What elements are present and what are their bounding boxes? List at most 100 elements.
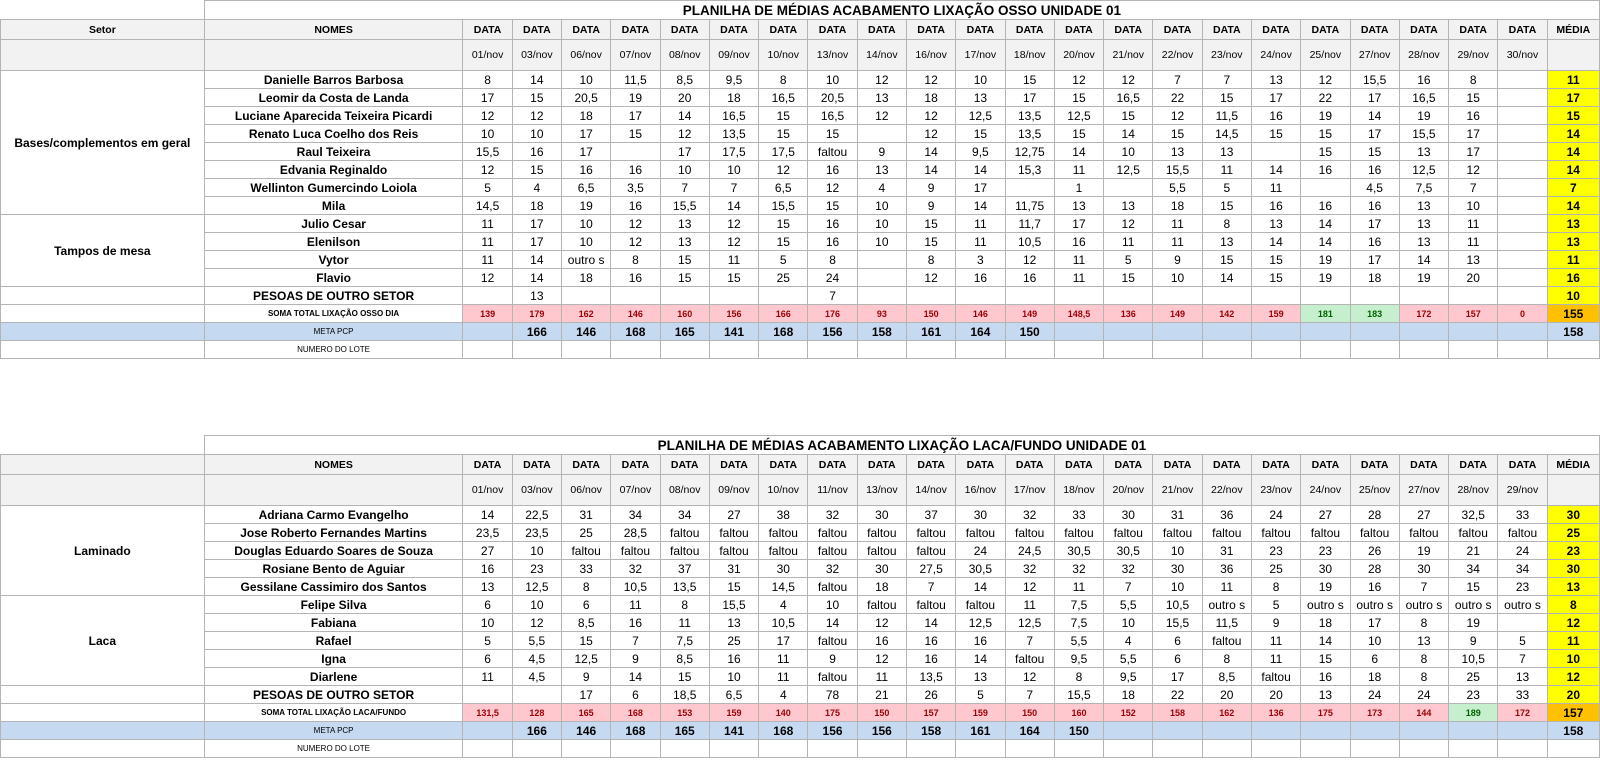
total-cell[interactable]: 179: [511, 304, 563, 323]
date-header[interactable]: DATA: [905, 454, 957, 475]
value-cell[interactable]: 14: [511, 268, 563, 287]
value-cell[interactable]: 8: [1448, 70, 1499, 89]
value-cell[interactable]: 7: [1004, 685, 1055, 704]
value-cell[interactable]: 32: [1103, 559, 1154, 578]
value-cell[interactable]: 4,5: [511, 667, 563, 686]
value-cell[interactable]: 16: [1250, 106, 1302, 125]
value-cell[interactable]: 14,5: [1201, 124, 1252, 143]
value-cell[interactable]: 16: [905, 631, 957, 650]
value-cell[interactable]: [856, 250, 907, 269]
value-cell[interactable]: 14: [708, 196, 760, 215]
date-cell[interactable]: 03/nov: [511, 39, 563, 71]
value-cell[interactable]: 11: [1053, 268, 1105, 287]
value-cell[interactable]: 14: [1053, 142, 1105, 161]
value-cell[interactable]: 23,5: [462, 523, 513, 542]
value-cell[interactable]: 16: [511, 142, 563, 161]
blank-cell[interactable]: [1546, 474, 1600, 506]
value-cell[interactable]: [1103, 286, 1154, 305]
value-cell[interactable]: 26: [1349, 541, 1400, 560]
value-cell[interactable]: 11: [1250, 649, 1302, 668]
media-cell[interactable]: 13: [1546, 232, 1600, 251]
date-header[interactable]: DATA: [659, 19, 710, 40]
value-cell[interactable]: 12: [1004, 250, 1055, 269]
value-cell[interactable]: 10: [856, 214, 907, 233]
value-cell[interactable]: 14: [905, 160, 957, 179]
date-header[interactable]: DATA: [1152, 454, 1203, 475]
value-cell[interactable]: 15: [758, 232, 809, 251]
value-cell[interactable]: faltou: [1201, 631, 1252, 650]
value-cell[interactable]: 11: [1152, 214, 1203, 233]
value-cell[interactable]: 16: [856, 631, 907, 650]
value-cell[interactable]: 25: [708, 631, 760, 650]
meta-cell[interactable]: [1201, 721, 1252, 740]
date-header[interactable]: DATA: [1349, 19, 1400, 40]
value-cell[interactable]: 12: [1004, 667, 1055, 686]
value-cell[interactable]: [1448, 286, 1499, 305]
meta-cell[interactable]: 168: [610, 322, 661, 341]
value-cell[interactable]: 37: [659, 559, 710, 578]
date-cell[interactable]: 29/nov: [1448, 39, 1499, 71]
value-cell[interactable]: 19: [1300, 577, 1351, 596]
value-cell[interactable]: 23: [1250, 541, 1302, 560]
value-cell[interactable]: 18: [708, 88, 760, 107]
value-cell[interactable]: 17: [659, 142, 710, 161]
value-cell[interactable]: 11: [659, 613, 710, 632]
lote-cell[interactable]: [905, 340, 957, 359]
lote-cell[interactable]: [758, 739, 809, 758]
employee-name[interactable]: Adriana Carmo Evangelho: [203, 505, 464, 524]
date-cell[interactable]: 06/nov: [561, 474, 612, 506]
sector-label[interactable]: Laca: [0, 595, 205, 686]
meta-cell[interactable]: [1497, 721, 1548, 740]
meta-cell[interactable]: 141: [708, 721, 760, 740]
value-cell[interactable]: 14: [955, 577, 1006, 596]
date-header[interactable]: DATA: [610, 454, 661, 475]
value-cell[interactable]: [1497, 250, 1548, 269]
value-cell[interactable]: 27: [1300, 505, 1351, 524]
value-cell[interactable]: 33: [1497, 505, 1548, 524]
value-cell[interactable]: 14: [807, 613, 858, 632]
lote-cell[interactable]: [1250, 739, 1302, 758]
value-cell[interactable]: 34: [1497, 559, 1548, 578]
value-cell[interactable]: 16: [610, 613, 661, 632]
value-cell[interactable]: 18: [511, 196, 563, 215]
value-cell[interactable]: 13: [1497, 667, 1548, 686]
value-cell[interactable]: 15: [758, 106, 809, 125]
value-cell[interactable]: 6: [462, 649, 513, 668]
value-cell[interactable]: 15,5: [708, 595, 760, 614]
value-cell[interactable]: 10: [1103, 142, 1154, 161]
total-cell[interactable]: 156: [708, 304, 760, 323]
lote-cell[interactable]: [807, 340, 858, 359]
value-cell[interactable]: [856, 268, 907, 287]
total-cell[interactable]: 162: [560, 304, 612, 323]
value-cell[interactable]: 32: [1004, 505, 1055, 524]
value-cell[interactable]: 8: [758, 70, 809, 89]
total-cell[interactable]: 159: [1250, 304, 1302, 323]
value-cell[interactable]: 10: [511, 541, 563, 560]
date-header[interactable]: DATA: [1201, 19, 1252, 40]
meta-cell[interactable]: 141: [708, 322, 760, 341]
value-cell[interactable]: 14: [905, 613, 957, 632]
value-cell[interactable]: 5: [1250, 595, 1302, 614]
value-cell[interactable]: 13: [1398, 232, 1450, 251]
value-cell[interactable]: 12: [610, 214, 661, 233]
value-cell[interactable]: 8,5: [561, 613, 612, 632]
value-cell[interactable]: 26: [905, 685, 957, 704]
value-cell[interactable]: 9: [807, 649, 858, 668]
value-cell[interactable]: 13: [1300, 685, 1351, 704]
lote-cell[interactable]: [1448, 340, 1499, 359]
value-cell[interactable]: 11: [1448, 232, 1499, 251]
total-cell[interactable]: 142: [1201, 304, 1252, 323]
value-cell[interactable]: faltou: [1201, 523, 1252, 542]
total-cell[interactable]: 140: [758, 703, 809, 722]
value-cell[interactable]: 18: [1103, 685, 1154, 704]
value-cell[interactable]: 8: [1398, 649, 1450, 668]
value-cell[interactable]: 8,5: [659, 649, 710, 668]
value-cell[interactable]: [1053, 286, 1105, 305]
date-header[interactable]: DATA: [856, 19, 907, 40]
value-cell[interactable]: 14: [1300, 631, 1351, 650]
lote-cell[interactable]: [1103, 340, 1154, 359]
value-cell[interactable]: 33: [561, 559, 612, 578]
value-cell[interactable]: 14: [905, 142, 957, 161]
value-cell[interactable]: 6: [610, 685, 661, 704]
date-header[interactable]: DATA: [1448, 454, 1499, 475]
